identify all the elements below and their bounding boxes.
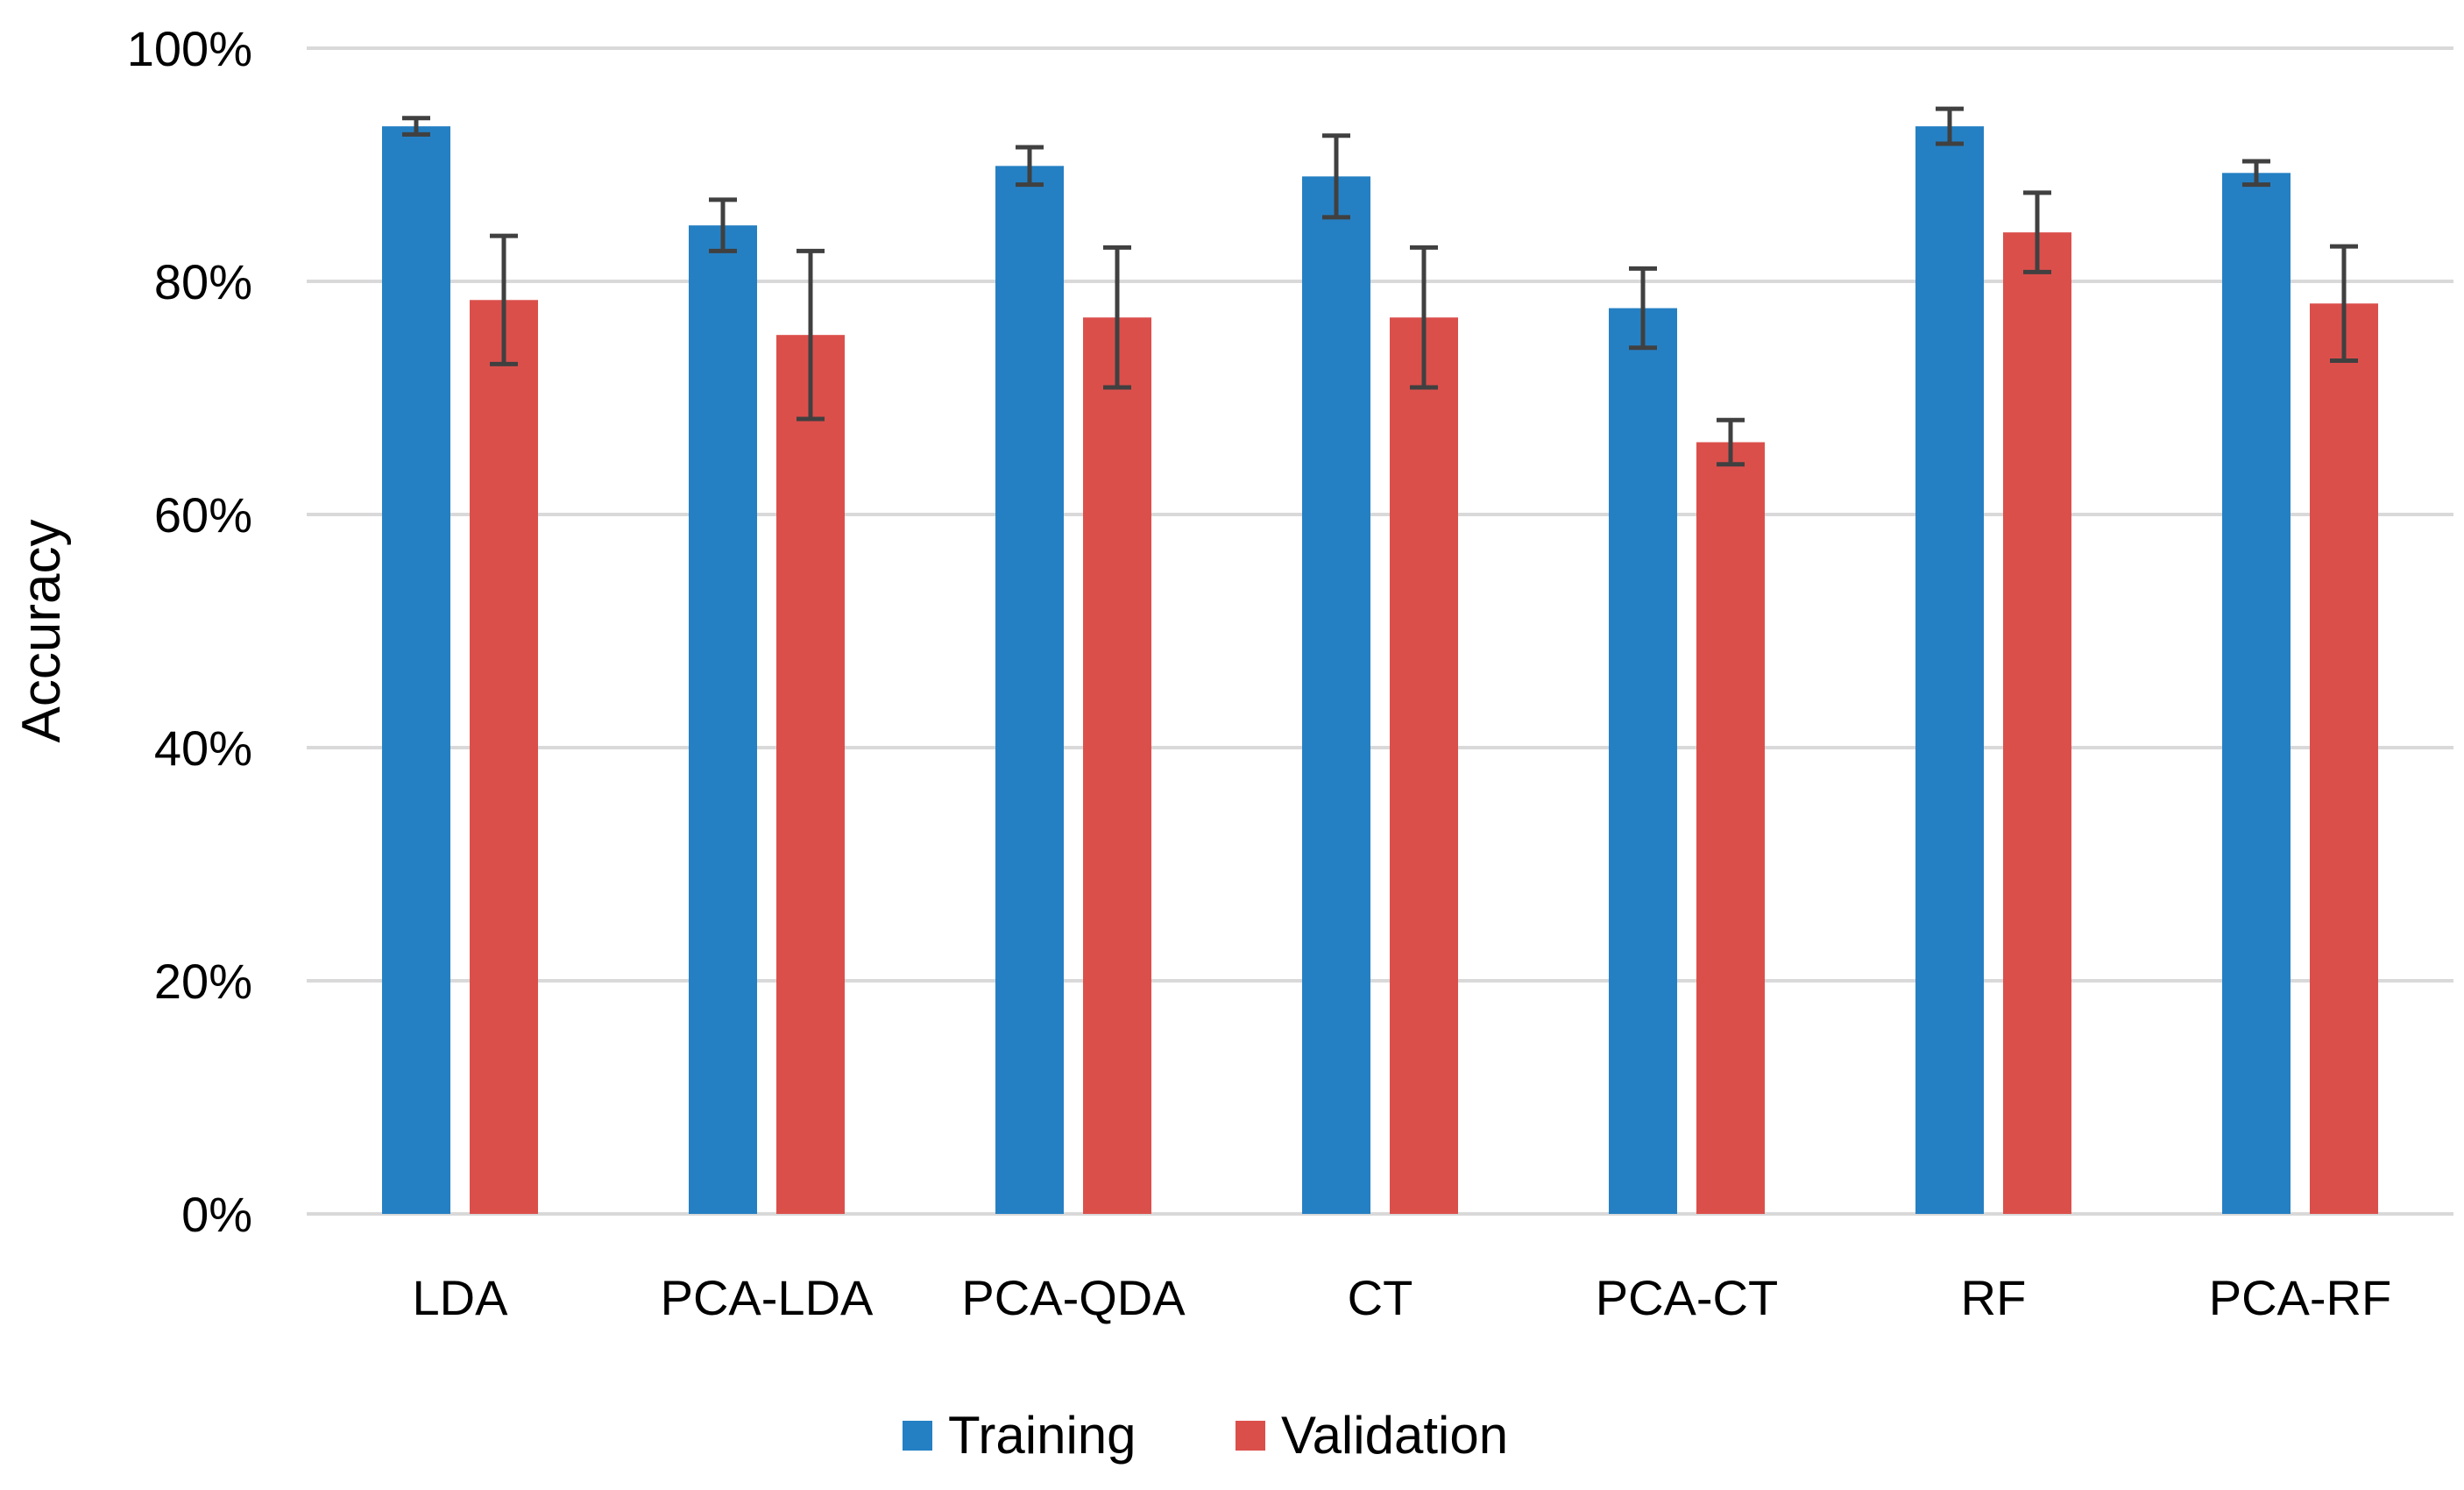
error-bar-validation-pca-lda <box>797 248 825 422</box>
error-bar-training-pca-ct <box>1629 266 1657 351</box>
x-category-label: LDA <box>413 1270 509 1325</box>
x-axis-categories: LDA PCA-LDA PCA-QDA CT PCA-CT RF PCA-RF <box>413 1270 2392 1325</box>
legend: Training Validation <box>903 1406 1508 1465</box>
bar-training-pca-rf <box>2222 173 2291 1214</box>
x-category-label: PCA-QDA <box>961 1270 1186 1325</box>
error-bar-training-ct <box>1322 133 1350 220</box>
x-category-label: CT <box>1348 1270 1413 1325</box>
x-category-label: PCA-RF <box>2209 1270 2391 1325</box>
y-tick-label: 100% <box>127 21 252 76</box>
bar-training-rf <box>1915 126 1984 1215</box>
bar-training-pca-lda <box>689 225 757 1214</box>
error-bar-validation-ct <box>1410 245 1438 390</box>
x-category-label: PCA-CT <box>1596 1270 1778 1325</box>
legend-item-validation: Validation <box>1236 1406 1508 1465</box>
legend-swatch <box>1236 1421 1265 1451</box>
legend-swatch <box>903 1421 932 1451</box>
y-tick-label: 0% <box>181 1187 252 1242</box>
error-bar-validation-pca-rf <box>2330 244 2358 363</box>
y-tick-label: 40% <box>154 720 252 776</box>
error-bar-training-pca-rf <box>2242 159 2270 188</box>
error-bar-training-lda <box>402 116 430 137</box>
legend-item-training: Training <box>903 1406 1136 1465</box>
bar-training-ct <box>1302 176 1370 1214</box>
legend-label: Validation <box>1281 1406 1508 1465</box>
error-bar-validation-lda <box>490 233 518 366</box>
y-tick-label: 80% <box>154 254 252 309</box>
bar-validation-pca-lda <box>776 335 845 1214</box>
y-axis-ticks: 0% 20% 40% 60% 80% 100% <box>127 21 252 1242</box>
bar-training-pca-ct <box>1609 308 1677 1215</box>
y-tick-label: 60% <box>154 487 252 543</box>
bar-validation-rf <box>2003 232 2071 1214</box>
y-tick-label: 20% <box>154 954 252 1009</box>
bar-validation-pca-qda <box>1083 317 1151 1215</box>
error-bar-training-pca-qda <box>1016 145 1044 188</box>
y-axis-title: Accuracy <box>11 520 72 743</box>
error-bar-training-pca-lda <box>709 197 737 253</box>
bar-validation-pca-rf <box>2310 303 2378 1214</box>
x-category-label: RF <box>1961 1270 2027 1325</box>
error-bar-training-rf <box>1936 106 1964 146</box>
gridlines <box>307 46 2453 1216</box>
bar-validation-pca-ct <box>1696 442 1765 1214</box>
bar-validation-lda <box>470 300 538 1214</box>
bar-training-pca-qda <box>995 166 1064 1215</box>
error-bar-validation-rf <box>2023 190 2051 274</box>
error-bar-validation-pca-ct <box>1717 417 1745 467</box>
legend-label: Training <box>948 1406 1136 1465</box>
bar-training-lda <box>382 126 450 1215</box>
x-category-label: PCA-LDA <box>661 1270 874 1325</box>
bar-validation-ct <box>1390 317 1458 1215</box>
error-bar-validation-pca-qda <box>1103 245 1131 390</box>
bars <box>382 126 2378 1215</box>
error-bars <box>402 106 2358 467</box>
